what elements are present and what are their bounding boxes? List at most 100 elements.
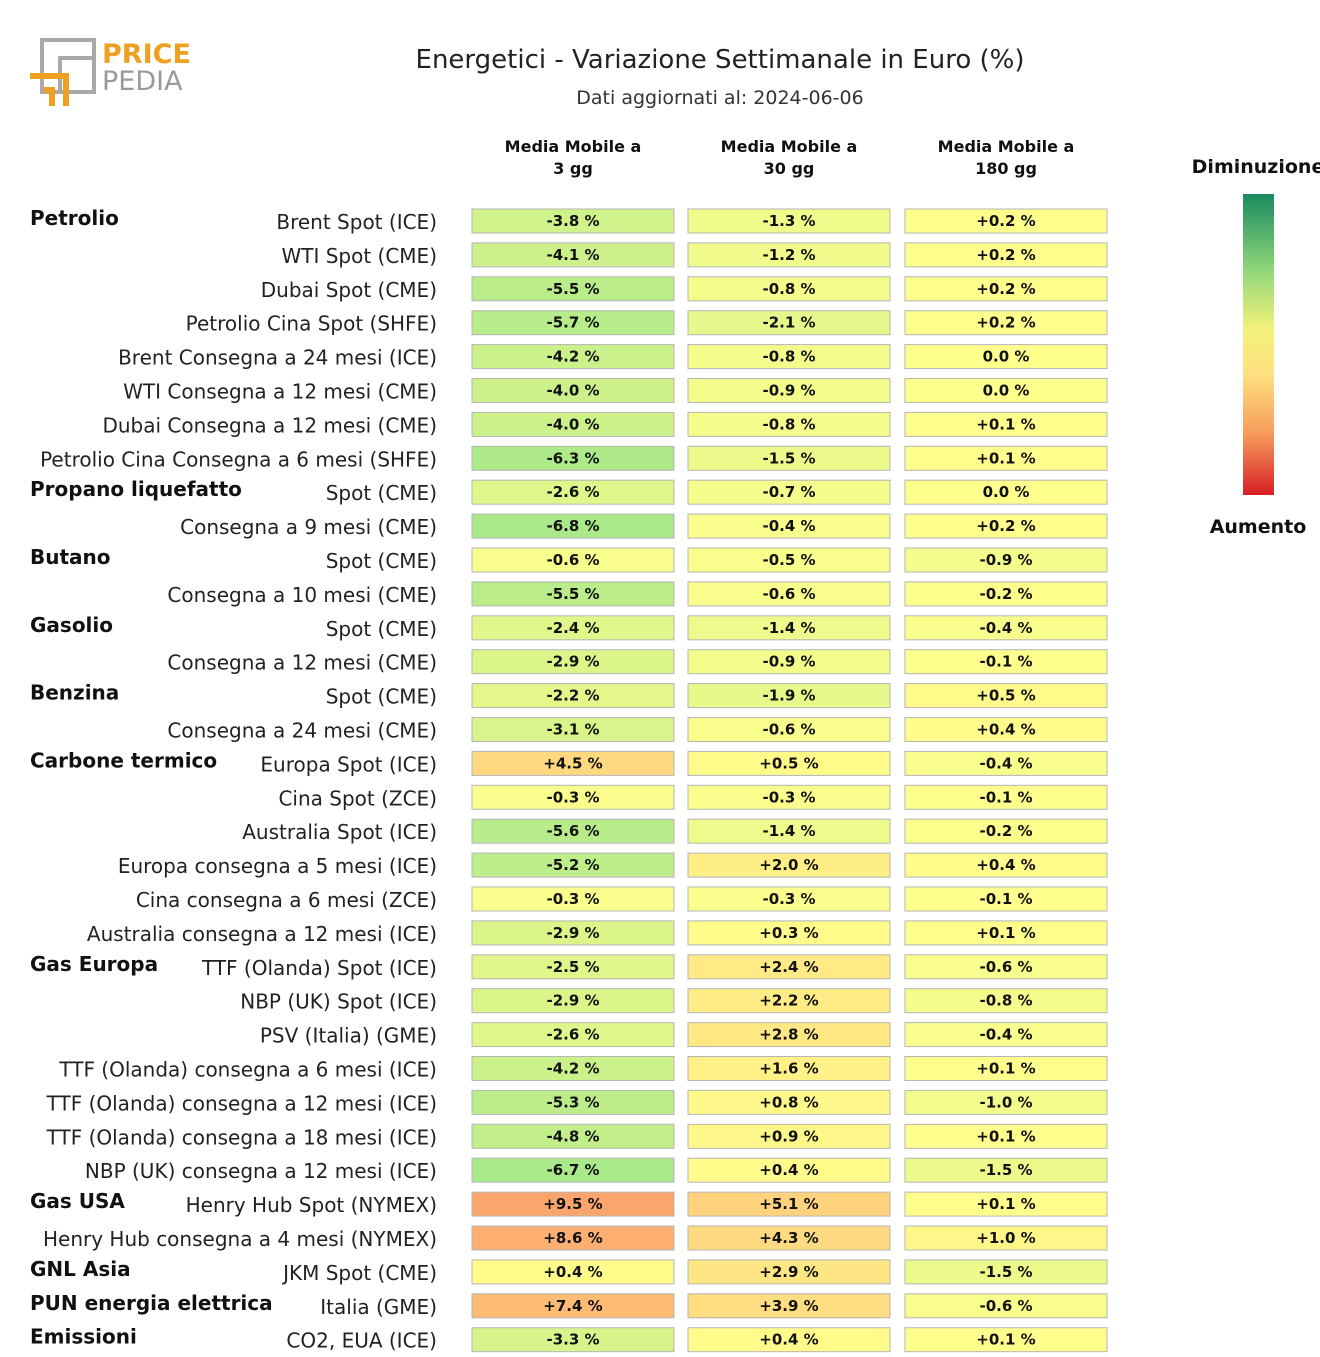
heatmap-cell [904, 988, 1108, 1014]
cell-value-label: -0.9 % [979, 551, 1032, 569]
row-label: Spot (CME) [326, 549, 437, 573]
heatmap-cell [471, 1225, 675, 1251]
cell-value-label: -6.8 % [546, 517, 599, 535]
heatmap-cell [904, 1089, 1108, 1115]
heatmap-cell [904, 513, 1108, 539]
group-label: Emissioni [30, 1325, 137, 1349]
cell-value-label: -0.1 % [979, 890, 1032, 908]
cell-value-label: -6.3 % [546, 449, 599, 467]
logo-text-pedia: PEDIA [102, 66, 183, 97]
table-row: Cina Spot (ZCE) -0.3 % -0.3 % -0.1 % [278, 784, 1108, 810]
table-row: Gas Europa TTF (Olanda) Spot (ICE) -2.5 % +… [30, 952, 1108, 980]
cell-value-label: +0.4 % [759, 1331, 818, 1349]
heatmap-cell [904, 445, 1108, 471]
group-label: Benzina [30, 681, 119, 705]
cell-value-label: +2.9 % [759, 1263, 818, 1281]
group-label: Butano [30, 545, 111, 569]
table-row: Butano Spot (CME) -0.6 % -0.5 % -0.9 % [30, 545, 1108, 573]
heatmap-cell [471, 1157, 675, 1183]
cell-value-label: -2.9 % [546, 653, 599, 671]
heatmap-cell [471, 818, 675, 844]
row-label: Brent Spot (ICE) [276, 210, 437, 234]
heatmap-cell [904, 208, 1108, 234]
cell-value-label: -1.9 % [762, 687, 815, 705]
heatmap-cell [904, 411, 1108, 437]
cell-value-label: -4.0 % [546, 382, 599, 400]
table-row: PSV (Italia) (GME) -2.6 % +2.8 % -0.4 % [260, 1022, 1108, 1048]
cell-value-label: -5.6 % [546, 822, 599, 840]
cell-value-label: -1.5 % [979, 1263, 1032, 1281]
heatmap-cell [471, 378, 675, 403]
table-row: TTF (Olanda) consegna a 18 mesi (ICE) -4.… [46, 1123, 1108, 1149]
row-label: Italia (GME) [320, 1295, 437, 1319]
heatmap-cell [471, 242, 675, 268]
heatmap-cell [904, 1191, 1108, 1217]
heatmap-cell [471, 852, 675, 878]
row-label: Petrolio Cina Spot (SHFE) [186, 312, 437, 336]
row-label: Europa consegna a 5 mesi (ICE) [118, 854, 437, 878]
cell-value-label: +0.3 % [759, 924, 818, 942]
heatmap-cell [687, 1089, 891, 1115]
heatmap-cell [687, 1293, 891, 1319]
heatmap-cell [904, 750, 1108, 776]
cell-value-label: -0.6 % [762, 585, 815, 603]
heatmap-cell [904, 1225, 1108, 1251]
heatmap-cell [471, 784, 675, 810]
cell-value-label: +0.2 % [976, 517, 1035, 535]
heatmap-cell [687, 784, 891, 810]
cell-value-label: -5.2 % [546, 856, 599, 874]
row-label: Australia Spot (ICE) [242, 820, 437, 844]
heatmap-cell [471, 479, 675, 505]
table-row: Propano liquefatto Spot (CME) -2.6 % -0.7 %… [30, 477, 1108, 505]
table-row: Consegna a 24 mesi (CME) -3.1 % -0.6 % +0.4… [167, 717, 1108, 743]
color-legend: Diminuzione Aumento [1192, 156, 1320, 538]
heatmap-cell [904, 276, 1108, 302]
cell-value-label: -0.8 % [979, 992, 1032, 1010]
heatmap-cell [687, 1191, 891, 1217]
chart-title: Energetici - Variazione Settimanale in E… [416, 45, 1025, 75]
heatmap-cell [687, 615, 891, 641]
table-row: Carbone termico Europa Spot (ICE) +4.5 % +0… [30, 748, 1108, 776]
cell-value-label: -1.3 % [762, 212, 815, 230]
row-label: Consegna a 24 mesi (CME) [167, 719, 437, 743]
table-row: Petrolio Cina Spot (SHFE) -5.7 % -2.1 % +0.… [186, 310, 1108, 336]
table-row: Petrolio Brent Spot (ICE) -3.8 % -1.3 % +0.2… [30, 206, 1108, 234]
row-label: Henry Hub Spot (NYMEX) [186, 1193, 437, 1217]
cell-value-label: +0.2 % [976, 212, 1035, 230]
cell-value-label: -5.7 % [546, 314, 599, 332]
cell-value-label: -0.2 % [979, 822, 1032, 840]
heatmap-cell [904, 717, 1108, 742]
cell-value-label: -0.7 % [762, 483, 815, 501]
row-label: Consegna a 9 mesi (CME) [180, 515, 437, 539]
cell-value-label: -0.3 % [762, 788, 815, 806]
cell-value-label: -1.2 % [762, 246, 815, 264]
group-label: Gas Europa [30, 952, 158, 976]
row-label: Dubai Spot (CME) [261, 278, 437, 302]
group-label: Gasolio [30, 613, 113, 637]
heatmap-cell [904, 242, 1108, 268]
table-row: Consegna a 9 mesi (CME) -6.8 % -0.4 % +0.2 … [180, 513, 1108, 539]
cell-value-label: -3.8 % [546, 212, 599, 230]
cell-value-label: +0.4 % [759, 1161, 818, 1179]
cell-value-label: -0.5 % [762, 551, 815, 569]
cell-value-label: +0.4 % [543, 1263, 602, 1281]
heatmap-cell [687, 513, 891, 539]
cell-value-label: -1.4 % [762, 822, 815, 840]
cell-value-label: +3.9 % [759, 1297, 818, 1315]
table-row: TTF (Olanda) consegna a 12 mesi (ICE) -5.… [46, 1089, 1108, 1115]
cell-value-label: -0.6 % [979, 958, 1032, 976]
row-label: JKM Spot (CME) [281, 1261, 437, 1285]
cell-value-label: -5.5 % [546, 280, 599, 298]
row-label: TTF (Olanda) Spot (ICE) [201, 956, 437, 980]
table-row: Emissioni CO2, EUA (ICE) -3.3 % +0.4 % +0.1 … [30, 1325, 1108, 1353]
heatmap-cell [904, 818, 1108, 844]
heatmap-cell [904, 784, 1108, 810]
group-label: PUN energia elettrica [30, 1291, 273, 1315]
heatmap-cell [687, 920, 891, 946]
column-header-1-line-2: 3 gg [553, 159, 593, 178]
cell-value-label: +8.6 % [543, 1229, 602, 1247]
cell-value-label: -2.6 % [546, 1026, 599, 1044]
heatmap-cell [904, 1056, 1108, 1081]
cell-value-label: +0.4 % [976, 856, 1035, 874]
group-label: Gas USA [30, 1189, 125, 1213]
